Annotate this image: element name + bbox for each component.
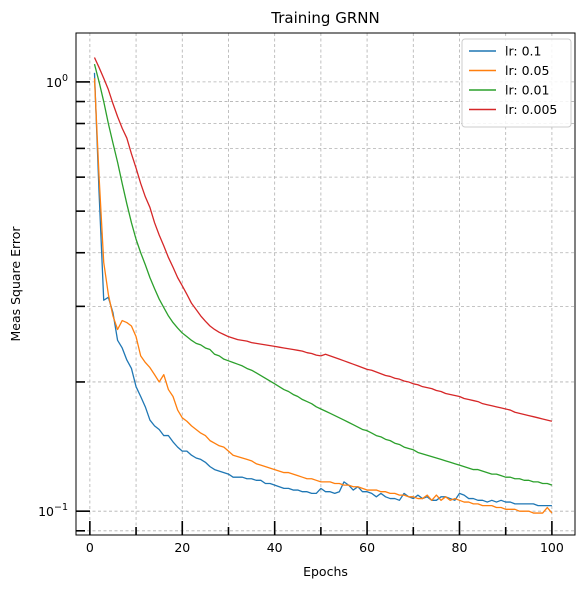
legend-box bbox=[461, 38, 572, 128]
x-tick-label: 100 bbox=[540, 540, 564, 555]
x-tick-label: 80 bbox=[452, 540, 468, 555]
chart-title: Training GRNN bbox=[270, 9, 379, 27]
y-tick-label: 100 bbox=[46, 73, 68, 90]
series-line-2 bbox=[93, 78, 553, 514]
legend-label: lr: 0.05 bbox=[505, 63, 549, 78]
series-line-1 bbox=[93, 72, 552, 507]
y-tick-label: 10−1 bbox=[38, 502, 68, 519]
x-tick-label: 40 bbox=[267, 540, 283, 555]
x-tick-label: 60 bbox=[359, 540, 375, 555]
plot-frame bbox=[75, 32, 576, 536]
x-tick-label: 0 bbox=[86, 540, 94, 555]
x-tick-label: 20 bbox=[174, 540, 190, 555]
series-line-4 bbox=[93, 57, 553, 422]
legend-label: lr: 0.1 bbox=[505, 44, 541, 59]
grid bbox=[76, 33, 575, 535]
legend-label: lr: 0.01 bbox=[505, 83, 549, 98]
y-axis-label: Meas Square Error bbox=[8, 226, 23, 342]
series-layer bbox=[93, 57, 553, 514]
legend: lr: 0.1 lr: 0.05 lr: 0.01 lr: 0.005 bbox=[461, 38, 572, 128]
axis-ticks bbox=[76, 81, 553, 535]
legend-label: lr: 0.005 bbox=[505, 102, 557, 117]
series-line-3 bbox=[93, 63, 553, 486]
x-axis-label: Epochs bbox=[303, 564, 348, 579]
